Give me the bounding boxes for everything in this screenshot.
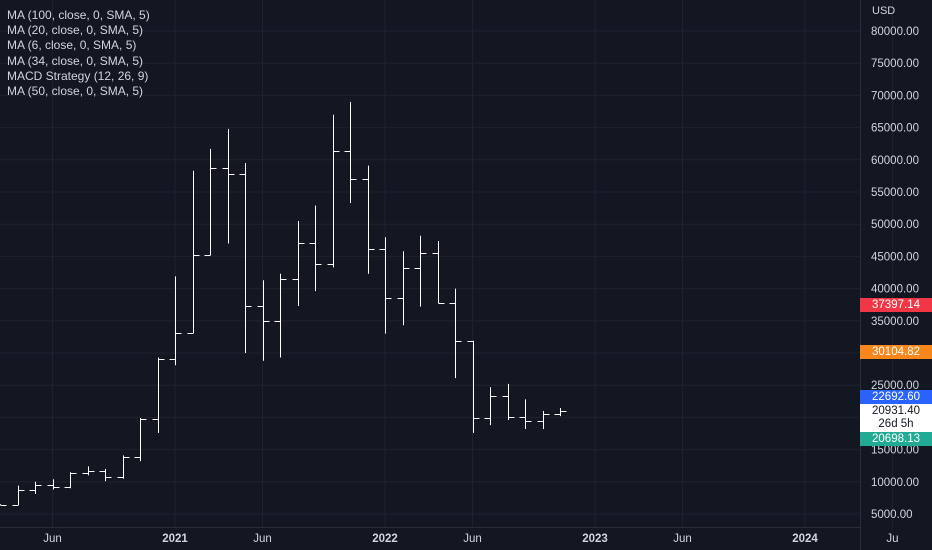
ohlc-bar (484, 387, 497, 426)
ohlc-bar (519, 399, 532, 429)
ohlc-bar (0, 504, 7, 506)
currency-label[interactable]: USD (872, 5, 896, 17)
y-tick-label: 65000.00 (871, 123, 919, 135)
ohlc-bar (64, 472, 77, 489)
ohlc-bar (467, 340, 480, 433)
ohlc-bar (309, 205, 322, 292)
y-tick-label: 70000.00 (871, 90, 919, 102)
ohlc-bar (554, 408, 567, 417)
price-tag-red: 37397.14 (860, 298, 932, 312)
last-price-tag: 20931.40 26d 5h (860, 404, 932, 432)
y-tick-label: 35000.00 (871, 316, 919, 328)
ohlc-bar (82, 466, 95, 476)
ohlc-bar (432, 240, 445, 304)
x-tick-label: Ju (886, 533, 898, 545)
ohlc-bar (47, 479, 60, 490)
ohlc-bar (449, 288, 462, 379)
price-tag-teal: 20698.13 (860, 432, 932, 446)
legend-item-macd-strategy[interactable]: MACD Strategy (12, 26, 9) (7, 68, 149, 83)
x-tick-label: Jun (463, 533, 482, 545)
y-tick-label: 60000.00 (871, 155, 919, 167)
ohlc-bar (292, 220, 305, 306)
ohlc-bar (327, 114, 340, 268)
y-tick-label: 75000.00 (871, 58, 919, 70)
grid (0, 0, 893, 550)
ohlc-bar (274, 273, 287, 358)
y-tick-label: 10000.00 (871, 477, 919, 489)
price-tag-orange: 30104.82 (860, 345, 932, 359)
ohlc-bar (187, 170, 200, 334)
y-tick-label: 50000.00 (871, 219, 919, 231)
y-tick-label: 45000.00 (871, 251, 919, 263)
x-tick-label: 2021 (162, 533, 188, 545)
x-tick-label: 2023 (582, 533, 608, 545)
ohlc-bar (204, 148, 217, 256)
ohlc-bar (344, 101, 357, 203)
y-tick-label: 15000.00 (871, 445, 919, 457)
time-axis[interactable]: Jun 2021 Jun 2022 Jun 2023 Jun 2024 Ju (43, 533, 898, 545)
x-tick-label: Jun (253, 533, 272, 545)
last-price-value: 20931.40 (872, 405, 920, 417)
legend-item-ma34[interactable]: MA (34, close, 0, SMA, 5) (7, 53, 144, 68)
ohlc-bar (12, 485, 25, 506)
ohlc-bar (29, 481, 42, 495)
x-tick-label: Jun (673, 533, 692, 545)
indicator-legend: MA (100, close, 0, SMA, 5) MA (20, close… (7, 8, 150, 99)
y-tick-label: 80000.00 (871, 26, 919, 38)
legend-item-ma50[interactable]: MA (50, close, 0, SMA, 5) (7, 84, 144, 99)
price-axis[interactable]: 5000.0010000.0015000.0020000.0025000.003… (871, 26, 919, 521)
ohlc-bar (414, 235, 427, 307)
ohlc-bar (379, 237, 392, 334)
y-tick-label: 55000.00 (871, 187, 919, 199)
ohlc-bar (134, 418, 147, 462)
ohlc-bar (117, 455, 130, 479)
legend-item-ma100[interactable]: MA (100, close, 0, SMA, 5) (7, 8, 150, 22)
x-tick-label: 2022 (372, 533, 398, 545)
price-tag-blue: 22692.60 (860, 390, 932, 404)
bar-countdown: 26d 5h (878, 418, 914, 430)
x-tick-label: Jun (43, 533, 62, 545)
ohlc-bar (257, 280, 270, 361)
ohlc-bar (502, 383, 515, 420)
y-tick-label: 5000.00 (871, 509, 913, 521)
ohlc-bar (169, 276, 182, 366)
y-tick-label: 40000.00 (871, 284, 919, 296)
ohlc-bar (537, 410, 550, 429)
y-tick-label: 25000.00 (871, 380, 919, 392)
ohlc-bar (99, 468, 112, 482)
ohlc-bar (362, 165, 375, 274)
x-tick-label: 2024 (792, 533, 818, 545)
ohlc-bar (397, 251, 410, 326)
ohlc-bar (222, 128, 235, 244)
legend-item-ma6[interactable]: MA (6, close, 0, SMA, 5) (7, 38, 137, 53)
ohlc-bar (152, 357, 165, 433)
legend-item-ma20[interactable]: MA (20, close, 0, SMA, 5) (7, 23, 144, 38)
ohlc-bars (0, 101, 567, 506)
ohlc-bar (239, 163, 252, 353)
